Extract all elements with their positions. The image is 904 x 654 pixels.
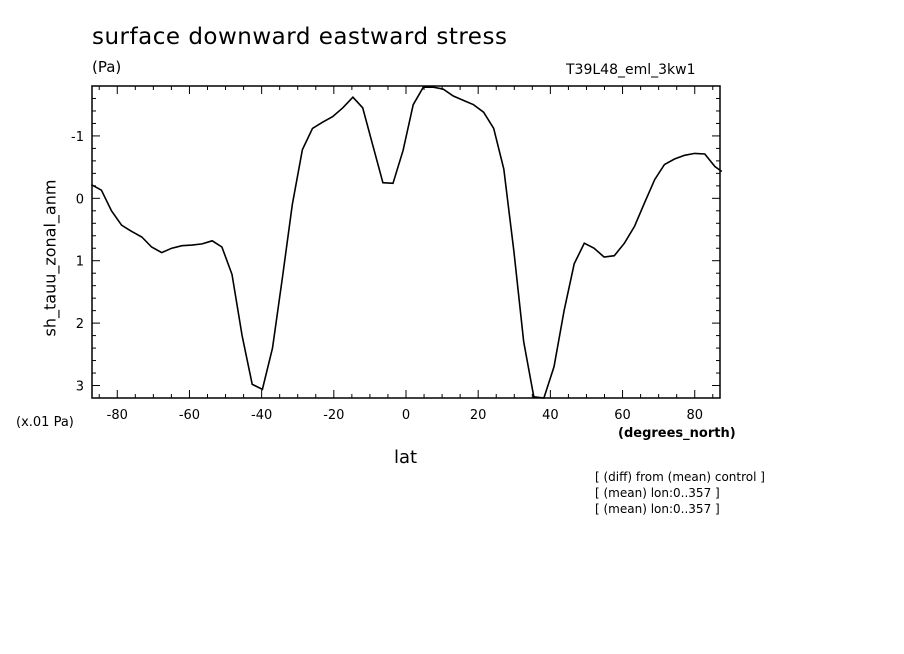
note-diff: [ (diff) from (mean) control ] (595, 470, 765, 484)
x-axis-label: lat (394, 447, 418, 468)
y-tick-label: 3 (76, 380, 84, 395)
tick-labels: -80 -60 -40 -20 0 20 40 60 80 -1 0 1 2 3 (71, 130, 703, 423)
y-tick-label: 2 (76, 317, 84, 332)
x-tick-label: 80 (686, 408, 703, 423)
x-tick-label: 20 (470, 408, 487, 423)
y-tick-label: -1 (71, 130, 84, 145)
x-tick-label: 40 (542, 408, 559, 423)
x-tick-label: 0 (402, 408, 410, 423)
note-mean-lon-2: [ (mean) lon:0..357 ] (595, 502, 720, 516)
x-tick-label: 60 (614, 408, 631, 423)
x-tick-label: -80 (107, 408, 128, 423)
y-scale-label: (x.01 Pa) (16, 415, 74, 430)
x-tick-label: -20 (323, 408, 344, 423)
x-unit-label: (degrees_north) (618, 426, 736, 441)
chart-title: surface downward eastward stress (92, 24, 508, 50)
x-tick-label: -40 (251, 408, 272, 423)
y-tick-label: 0 (76, 192, 84, 207)
plot-frame (91, 85, 721, 399)
run-id-label: T39L48_eml_3kw1 (566, 62, 696, 78)
series-line (90, 86, 723, 399)
x-tick-label: -60 (179, 408, 200, 423)
note-mean-lon-1: [ (mean) lon:0..357 ] (595, 486, 720, 500)
units-label: (Pa) (92, 58, 122, 76)
y-tick-label: 1 (76, 255, 84, 270)
